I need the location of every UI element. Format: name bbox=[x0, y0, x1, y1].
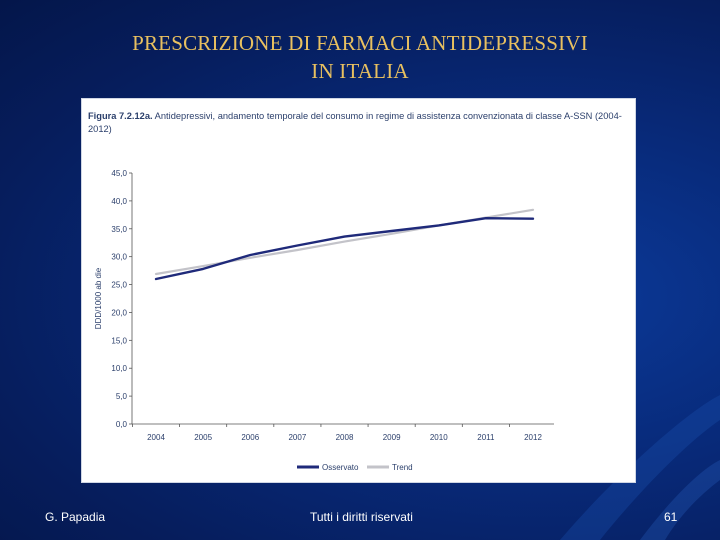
figure-caption: Figura 7.2.12a. Antidepressivi, andament… bbox=[88, 110, 628, 136]
y-tick-label: 20,0 bbox=[111, 308, 127, 317]
x-tick-label: 2010 bbox=[430, 433, 448, 442]
x-tick-label: 2011 bbox=[477, 433, 495, 442]
footer-author: G. Papadia bbox=[45, 510, 106, 524]
chart-panel: Figura 7.2.12a. Antidepressivi, andament… bbox=[82, 99, 635, 482]
x-tick-label: 2004 bbox=[147, 433, 165, 442]
y-tick-label: 10,0 bbox=[111, 364, 127, 373]
y-tick-label: 5,0 bbox=[116, 392, 128, 401]
x-tick-label: 2008 bbox=[336, 433, 354, 442]
x-tick-label: 2009 bbox=[383, 433, 401, 442]
y-axis-label: DDD/1000 ab die bbox=[94, 267, 103, 329]
x-tick-label: 2005 bbox=[194, 433, 212, 442]
line-chart: 0,0 5,0 10,0 15,0 20,0 25,0 30,0 35,0 40,0 45,0 20… bbox=[94, 169, 554, 472]
legend-label-osservato: Osservato bbox=[322, 463, 359, 472]
slide-title-line-2: IN ITALIA bbox=[311, 59, 409, 83]
chart-title: Antidepressivi, andamento temporale del … bbox=[88, 111, 622, 134]
slide-title-line-1: PRESCRIZIONE DI FARMACI ANTIDEPRESSIVI bbox=[132, 31, 588, 55]
legend-label-trend: Trend bbox=[392, 463, 413, 472]
x-tick-label: 2006 bbox=[241, 433, 259, 442]
footer-page-number: 61 bbox=[664, 510, 678, 524]
x-tick-label: 2012 bbox=[524, 433, 542, 442]
figure-label: Figura 7.2.12a. bbox=[88, 111, 153, 121]
y-tick-label: 40,0 bbox=[111, 197, 127, 206]
y-tick-label: 0,0 bbox=[116, 420, 128, 429]
series-line-osservato bbox=[154, 216, 535, 281]
footer-rights: Tutti i diritti riservati bbox=[310, 510, 413, 524]
y-tick-label: 15,0 bbox=[111, 336, 127, 345]
y-tick-label: 35,0 bbox=[111, 225, 127, 234]
y-tick-label: 30,0 bbox=[111, 253, 127, 262]
y-tick-label: 25,0 bbox=[111, 281, 127, 290]
x-tick-label: 2007 bbox=[288, 433, 306, 442]
y-tick-label: 45,0 bbox=[111, 169, 127, 178]
